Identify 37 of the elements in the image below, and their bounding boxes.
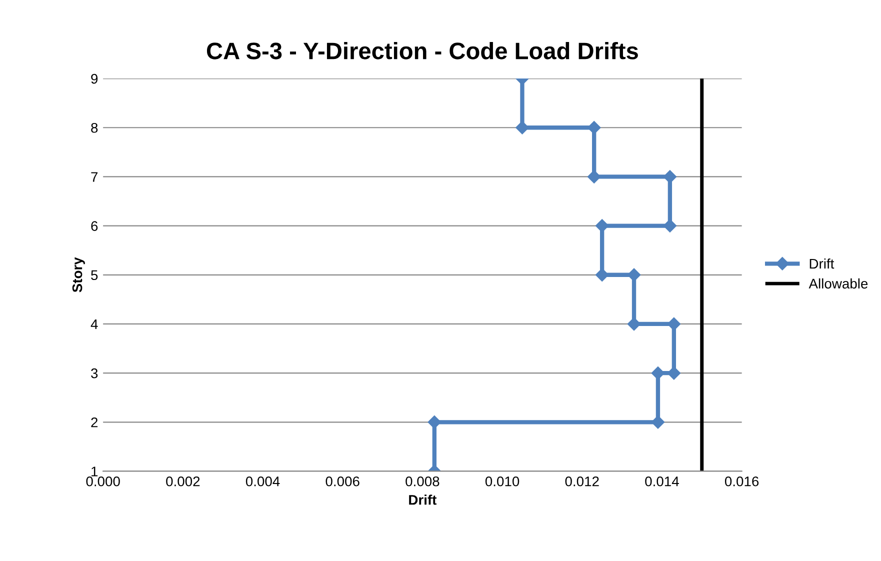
- point: [595, 268, 609, 282]
- y-tick-label: 2: [91, 417, 98, 428]
- chart-title: CA S-3 - Y-Direction - Code Load Drifts: [206, 42, 638, 60]
- y-tick-label: 8: [91, 122, 98, 133]
- y-tick-label: 3: [91, 368, 98, 378]
- x-tick-label: 0.014: [645, 476, 679, 486]
- point: [428, 416, 442, 429]
- x-tick-label: 0.016: [724, 476, 759, 486]
- point: [663, 170, 677, 184]
- legend-label: Allowable: [808, 278, 868, 289]
- point: [516, 121, 529, 134]
- x-tick-label: 0.008: [406, 476, 440, 486]
- x-tick-label: 0.000: [86, 476, 120, 486]
- x-tick-label: 0.006: [326, 476, 360, 486]
- y-tick-label: 1: [92, 466, 98, 476]
- y-tick-label: 7: [91, 172, 98, 182]
- y-tick-label: 5: [91, 270, 98, 280]
- point: [588, 170, 601, 184]
- y-tick-label: 4: [90, 319, 98, 330]
- x-tick-label: 0.002: [166, 476, 200, 486]
- y-tick-label: 6: [91, 221, 98, 231]
- point: [651, 366, 665, 380]
- point: [663, 219, 677, 232]
- y-axis-title: Story: [72, 257, 85, 292]
- point: [667, 366, 681, 380]
- x-tick-label: 0.012: [565, 476, 599, 486]
- point: [588, 121, 601, 134]
- y-tick-label: 9: [91, 74, 98, 84]
- x-axis-title: Drift: [409, 494, 437, 505]
- point: [627, 268, 641, 282]
- point: [627, 317, 641, 331]
- point: [595, 219, 609, 232]
- x-tick-label: 0.004: [246, 476, 280, 486]
- point: [667, 317, 681, 331]
- point: [651, 416, 665, 429]
- x-tick-label: 0.010: [485, 476, 520, 486]
- legend-label: Drift: [810, 258, 834, 269]
